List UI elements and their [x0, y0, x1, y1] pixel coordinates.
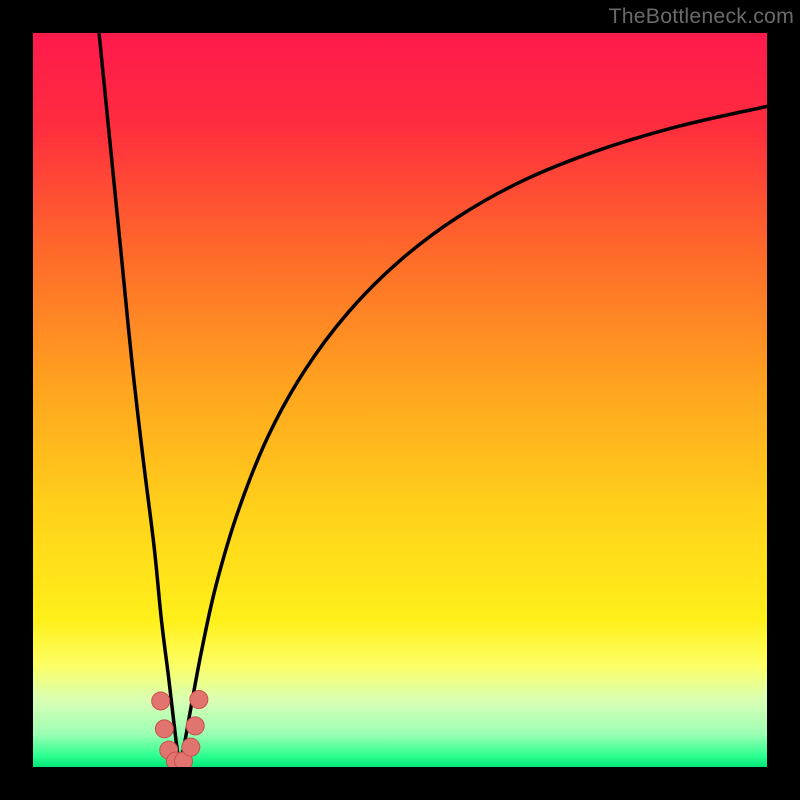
watermark-text: TheBottleneck.com [609, 4, 794, 29]
right-curve [180, 106, 767, 763]
plot-area [33, 33, 767, 767]
marker-group [152, 690, 208, 767]
marker-dot [190, 690, 208, 708]
marker-dot [182, 738, 200, 756]
left-curve [99, 33, 180, 763]
marker-dot [186, 717, 204, 735]
marker-dot [155, 720, 173, 738]
marker-dot [152, 692, 170, 710]
chart-root: TheBottleneck.com [0, 0, 800, 800]
curves-svg [33, 33, 767, 767]
